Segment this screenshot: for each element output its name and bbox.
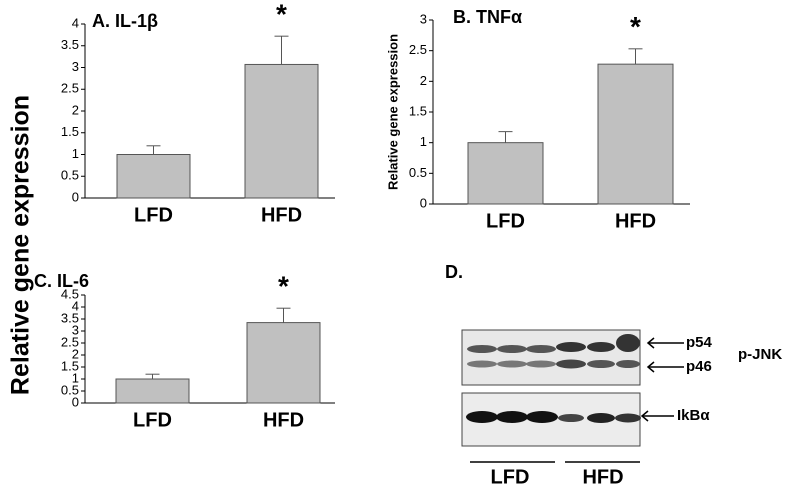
x-tick-label: LFD: [134, 204, 173, 226]
x-tick-label: LFD: [486, 210, 525, 232]
y-tick-label: 1.5: [61, 358, 79, 373]
y-tick-label: 2: [72, 102, 79, 117]
y-tick-label: 3.5: [61, 37, 79, 52]
y-tick-label: 2.5: [409, 42, 427, 57]
y-tick-label: 3.5: [61, 310, 79, 325]
x-tick-label: LFD: [133, 409, 172, 431]
group-label: HFD: [582, 466, 623, 488]
significance-mark: *: [276, 0, 287, 30]
chart-title: B. TNFα: [453, 7, 522, 27]
bar: [467, 142, 544, 205]
y-tick-label: 0: [72, 189, 79, 204]
y-tick-label: 3: [72, 59, 79, 74]
y-tick-label: 2: [72, 346, 79, 361]
y-tick-label: 0.5: [409, 165, 427, 180]
x-tick-label: HFD: [615, 210, 656, 232]
blot-bands: [466, 334, 641, 423]
significance-mark: *: [278, 271, 289, 302]
significance-mark: *: [630, 11, 641, 42]
blot-membrane: [461, 329, 641, 386]
blot-panel: D. p54 p46 p-JNK IkBα LFD HFD: [445, 262, 782, 489]
chart-title: A. IL-1β: [92, 11, 158, 31]
panel-label: D.: [445, 262, 463, 282]
y-tick-label: 0: [72, 394, 79, 409]
bar: [246, 322, 321, 404]
y-tick-label: 4.5: [61, 286, 79, 301]
y-tick-label: 2.5: [61, 81, 79, 96]
y-tick-label: 0: [420, 195, 427, 210]
y-tick-label: 0.5: [61, 168, 79, 183]
bar: [244, 63, 319, 199]
y-tick-label: 4: [72, 15, 79, 30]
y-tick-label: 2: [420, 73, 427, 88]
bar: [115, 378, 190, 404]
y-tick-label: 3: [72, 322, 79, 337]
band-label: p46: [686, 358, 712, 375]
y-tick-label: 0.5: [61, 382, 79, 397]
chart-title: C. IL-6: [34, 271, 89, 291]
protein-label: p-JNK: [738, 346, 782, 363]
y-tick-label: 1: [72, 146, 79, 161]
bar: [116, 154, 191, 199]
y-tick-label: 3: [420, 11, 427, 26]
shared-y-label: Relative gene expression: [7, 95, 35, 395]
y-tick-label: 1: [72, 370, 79, 385]
x-tick-label: HFD: [261, 204, 302, 226]
arrows: [470, 337, 684, 463]
y-axis-label: Relative gene expression: [385, 34, 400, 190]
band-label: p54: [686, 334, 713, 351]
bar: [597, 63, 674, 205]
y-tick-label: 1.5: [409, 103, 427, 118]
y-tick-label: 1.5: [61, 124, 79, 139]
protein-label: IkBα: [677, 407, 710, 424]
x-tick-label: HFD: [263, 409, 304, 431]
y-tick-label: 1: [420, 134, 427, 149]
y-tick-label: 2.5: [61, 334, 79, 349]
y-tick-label: 4: [72, 298, 79, 313]
group-label: LFD: [491, 466, 530, 488]
